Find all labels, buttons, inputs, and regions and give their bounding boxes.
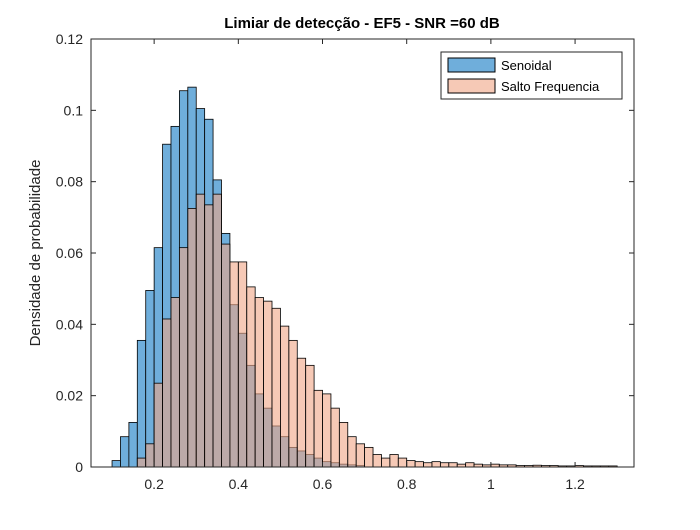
legend: Senoidal Salto Frequencia	[440, 51, 623, 100]
bar-salto-frequencia-0	[136, 457, 147, 468]
x-tick-label: 0.4	[229, 476, 249, 492]
x-tick-label: 0.6	[313, 476, 333, 492]
bar-salto-frequencia-24	[338, 422, 349, 468]
bar-salto-frequencia-34	[423, 462, 433, 468]
chart-title: Limiar de detecção - EF5 - SNR =60 dB	[224, 15, 500, 32]
bar-salto-frequencia-6	[187, 208, 197, 468]
y-tick-label: 0	[75, 459, 83, 475]
bar-salto-frequencia-31	[397, 457, 408, 468]
x-tick-label: 1	[487, 476, 495, 492]
y-tick-label: 0.06	[56, 245, 83, 261]
bars-group	[111, 86, 618, 468]
bar-salto-frequencia-10	[221, 243, 231, 468]
bar-salto-frequencia-37	[448, 462, 458, 468]
bar-salto-frequencia-15	[263, 300, 273, 468]
bar-salto-frequencia-29	[381, 457, 391, 468]
legend-swatch-senoidal	[447, 57, 496, 73]
y-axis: 0 0.02 0.04 0.06 0.08 0.1 0.12	[56, 31, 634, 475]
bar-salto-frequencia-4	[170, 297, 180, 468]
bar-salto-frequencia-19	[296, 357, 307, 468]
bar-senoidal-2	[128, 422, 138, 468]
x-tick-label: 0.8	[397, 476, 417, 492]
legend-label-senoidal: Senoidal	[501, 58, 552, 73]
bar-salto-frequencia-28	[372, 454, 382, 468]
bar-salto-frequencia-9	[212, 193, 222, 468]
bar-salto-frequencia-25	[347, 436, 357, 468]
y-tick-label: 0.08	[56, 174, 83, 190]
x-tick-label: 0.2	[144, 476, 164, 492]
y-tick-label: 0.1	[64, 102, 84, 118]
bar-salto-frequencia-13	[246, 286, 256, 468]
x-tick-label: 1.2	[565, 476, 585, 492]
bar-salto-frequencia-11	[229, 261, 239, 468]
bar-salto-frequencia-39	[465, 462, 475, 468]
bar-senoidal-4	[145, 290, 155, 468]
y-tick-label: 0.12	[56, 31, 83, 47]
bar-salto-frequencia-27	[364, 446, 374, 468]
bar-senoidal-3	[136, 339, 147, 468]
y-axis-label: Densidade de probabilidade	[27, 160, 44, 347]
y-tick-label: 0.02	[56, 388, 83, 404]
bar-salto-frequencia-21	[313, 389, 323, 468]
bar-salto-frequencia-3	[162, 318, 172, 468]
x-axis: 0.2 0.4 0.6 0.8 1 1.2	[144, 39, 585, 492]
bar-salto-frequencia-30	[389, 454, 399, 468]
bar-senoidal-1	[120, 436, 130, 468]
bar-salto-frequencia-2	[153, 382, 163, 468]
bar-salto-frequencia-16	[271, 307, 281, 468]
bar-salto-frequencia-32	[406, 460, 416, 468]
bar-salto-frequencia-33	[414, 461, 424, 468]
legend-label-salto-frequencia: Salto Frequencia	[501, 79, 600, 94]
bar-salto-frequencia-1	[145, 443, 155, 468]
legend-swatch-salto-frequencia	[447, 78, 496, 94]
bar-salto-frequencia-35	[431, 461, 441, 468]
bar-salto-frequencia-22	[322, 393, 332, 468]
bar-salto-frequencia-23	[330, 407, 340, 468]
bar-salto-frequencia-14	[254, 297, 264, 468]
bar-salto-frequencia-7	[195, 193, 206, 468]
bar-salto-frequencia-18	[288, 339, 298, 468]
bar-salto-frequencia-8	[204, 204, 214, 468]
bar-salto-frequencia-26	[355, 443, 366, 468]
y-tick-label: 0.04	[56, 316, 83, 332]
bar-salto-frequencia-5	[178, 247, 189, 468]
bar-salto-frequencia-12	[237, 261, 248, 468]
bar-salto-frequencia-36	[439, 462, 450, 468]
bar-salto-frequencia-17	[280, 325, 290, 468]
bar-senoidal-0	[111, 460, 121, 468]
bar-salto-frequencia-20	[305, 364, 315, 468]
